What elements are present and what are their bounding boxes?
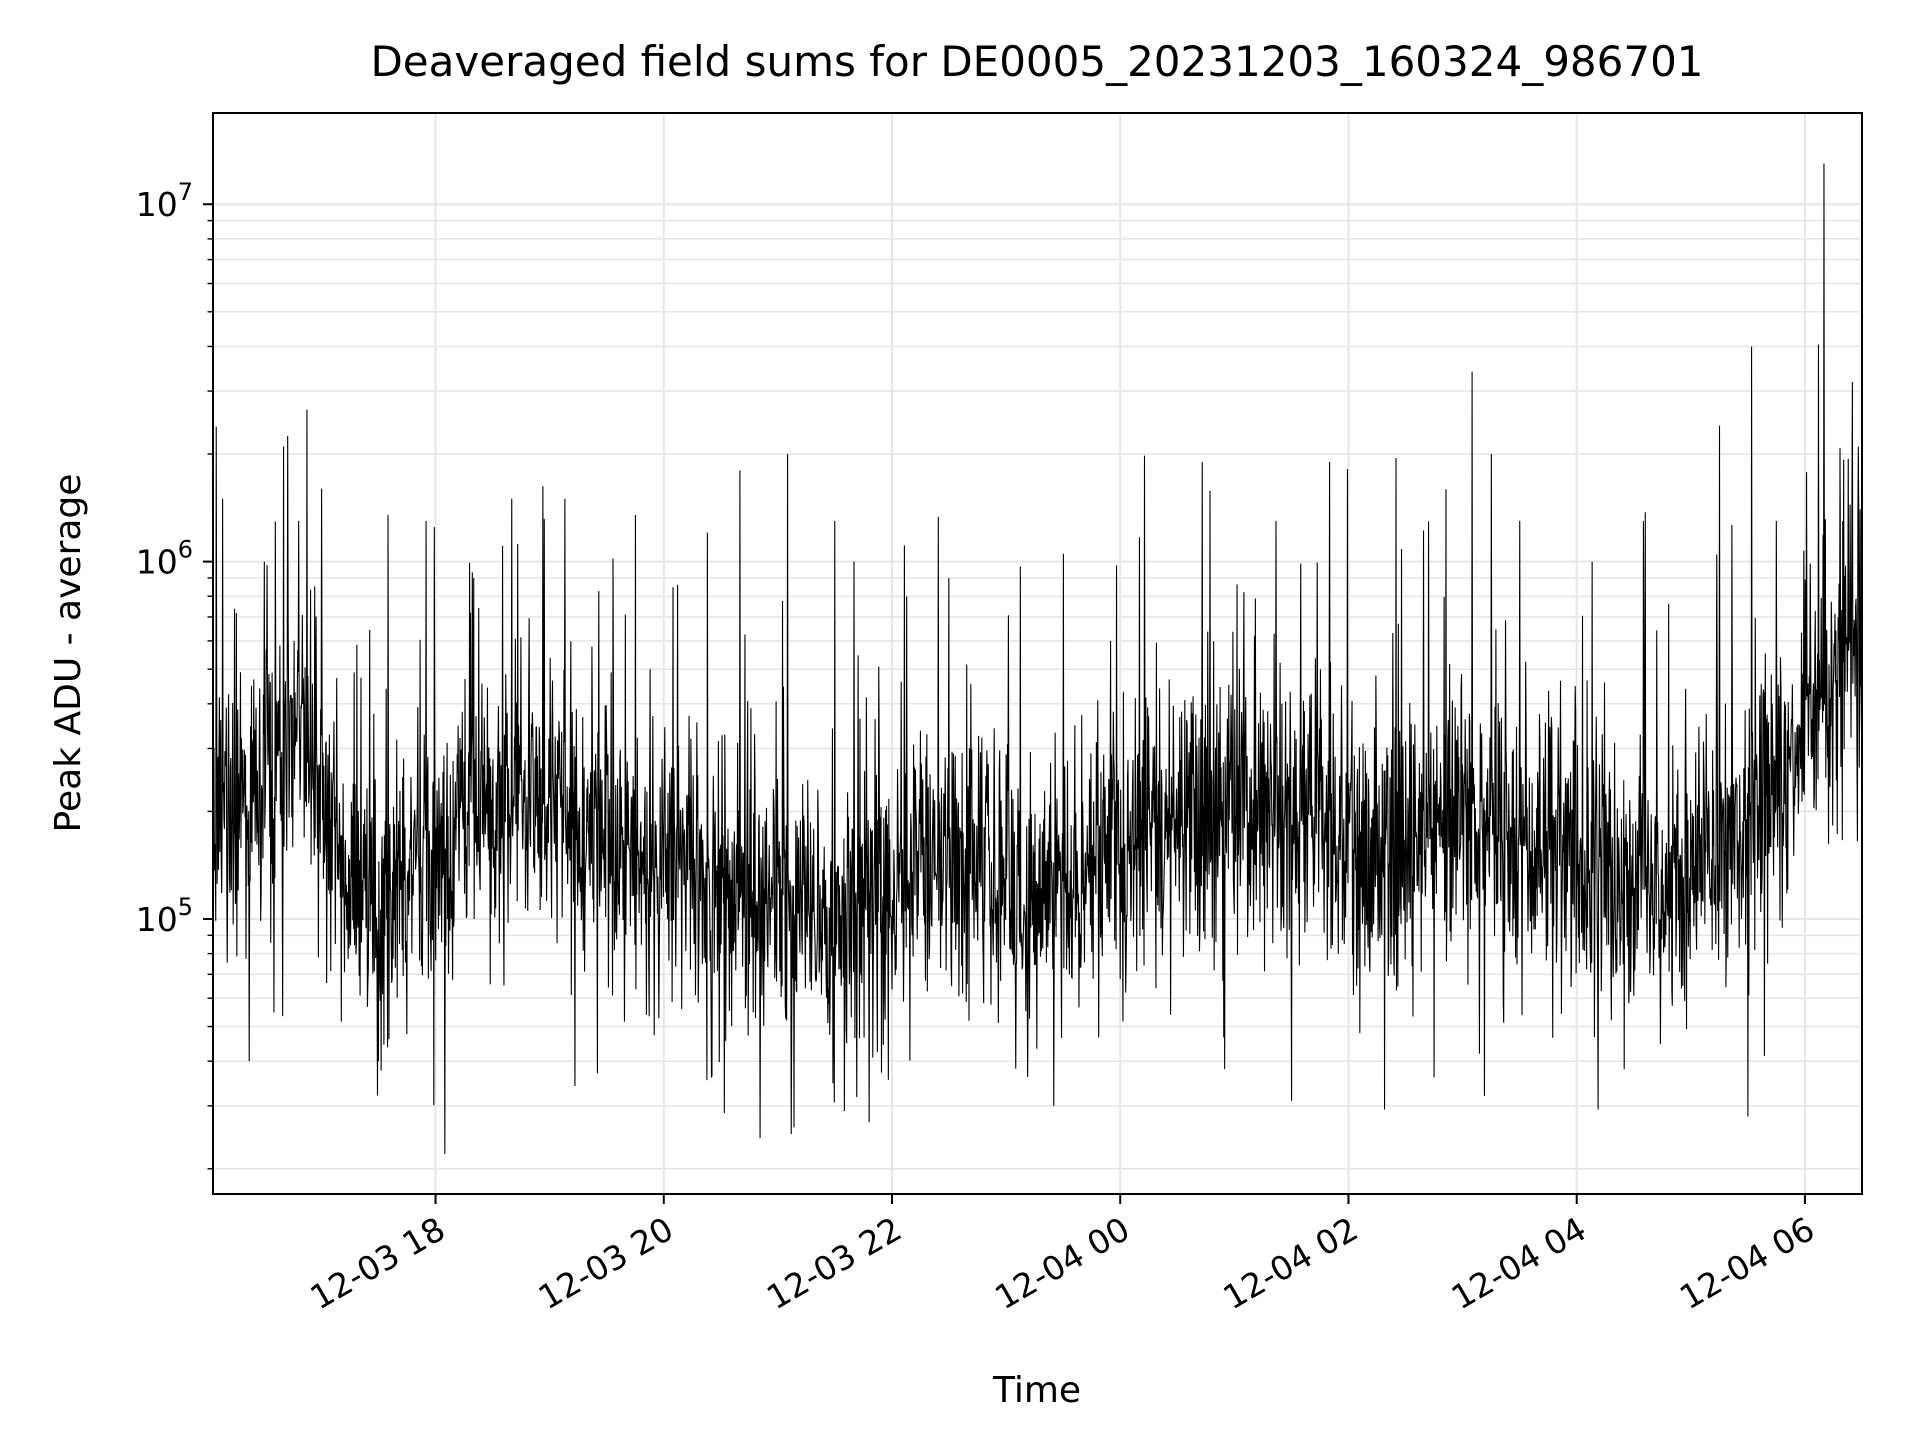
y-axis-label: Peak ADU - average: [48, 474, 89, 833]
y-tick-label: 106: [136, 536, 193, 582]
series-line: [213, 163, 1862, 1154]
plot-frame: [212, 112, 1863, 1195]
y-axis: 105 106 107: [136, 178, 213, 1170]
plot-area: [213, 163, 1862, 1154]
x-axis-label: Time: [992, 1370, 1081, 1411]
chart-title: Deaveraged field sums for DE0005_2023120…: [370, 37, 1703, 86]
y-tick-label: 107: [136, 178, 193, 224]
y-tick-label: 105: [136, 893, 193, 939]
